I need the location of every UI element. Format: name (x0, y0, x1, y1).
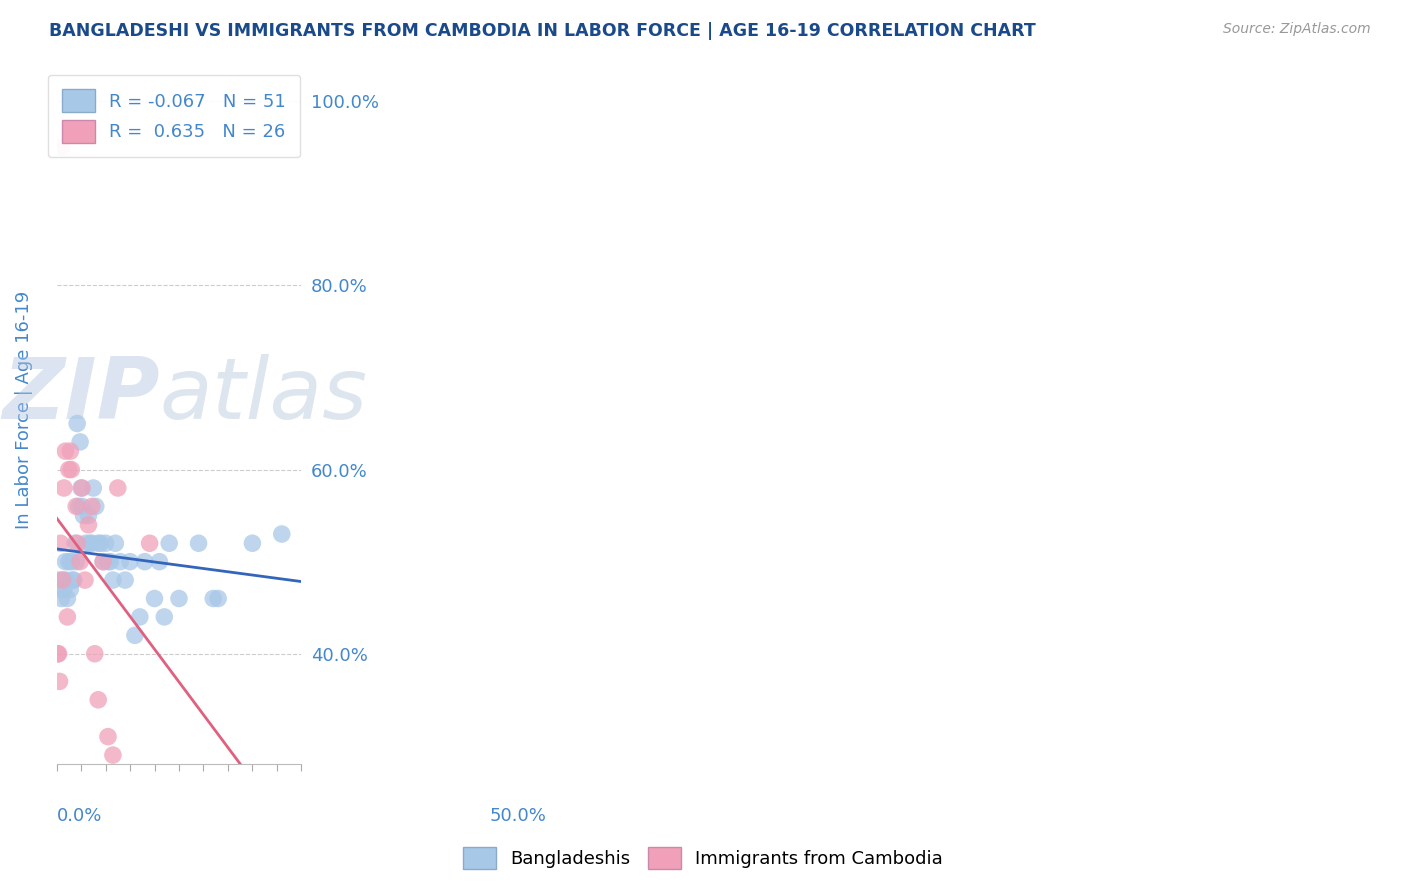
Point (49, 536, 72, 550)
Point (77, 517, 100, 532)
Point (91, 555, 114, 569)
Point (128, 610, 150, 624)
Point (124, 628, 146, 642)
Point (58, 555, 80, 569)
Point (83, 647, 105, 661)
Point (58, 462, 80, 476)
Point (101, 573, 124, 587)
Point (77, 508, 100, 523)
Point (65, 500, 87, 514)
Point (49, 582, 72, 597)
Point (157, 536, 180, 550)
Point (97, 555, 120, 569)
Y-axis label: In Labor Force | Age 16-19: In Labor Force | Age 16-19 (15, 291, 32, 529)
Point (66, 417, 89, 431)
Point (134, 555, 156, 569)
Point (87, 536, 110, 550)
Point (56, 610, 79, 624)
Point (46, 573, 69, 587)
Point (55, 444, 77, 458)
Point (87, 693, 110, 707)
Point (46, 647, 69, 661)
Point (62, 573, 84, 587)
Point (52, 582, 75, 597)
Point (63, 536, 86, 550)
Text: Source: ZipAtlas.com: Source: ZipAtlas.com (1223, 22, 1371, 37)
Point (48, 647, 70, 661)
Point (187, 536, 209, 550)
Point (69, 434, 91, 449)
Point (59, 582, 82, 597)
Text: BANGLADESHI VS IMMIGRANTS FROM CAMBODIA IN LABOR FORCE | AGE 16-19 CORRELATION C: BANGLADESHI VS IMMIGRANTS FROM CAMBODIA … (49, 22, 1036, 40)
Point (84, 500, 107, 514)
Point (59, 444, 82, 458)
Point (167, 591, 190, 606)
Point (70, 500, 93, 514)
Point (97, 730, 120, 744)
Text: ZIP: ZIP (1, 354, 159, 437)
Point (80, 536, 103, 550)
Point (51, 573, 73, 587)
Point (110, 555, 132, 569)
Point (67, 500, 90, 514)
Point (90, 536, 112, 550)
Point (60, 462, 83, 476)
Point (148, 555, 170, 569)
Point (52, 481, 75, 495)
Point (82, 481, 104, 495)
Point (207, 591, 229, 606)
Point (270, 527, 292, 541)
Text: 50.0%: 50.0% (489, 807, 546, 825)
Point (94, 536, 117, 550)
Point (66, 536, 89, 550)
Point (51, 140, 73, 154)
Point (75, 536, 97, 550)
Point (79, 536, 101, 550)
Point (114, 573, 136, 587)
Point (101, 747, 124, 762)
Point (70, 481, 93, 495)
Point (73, 573, 96, 587)
Point (242, 536, 264, 550)
Point (69, 555, 91, 569)
Point (138, 536, 160, 550)
Point (48, 674, 70, 689)
Point (80, 500, 103, 514)
Point (72, 508, 94, 523)
Point (60, 555, 83, 569)
Point (100, 555, 122, 569)
Point (118, 555, 141, 569)
Point (104, 536, 127, 550)
Point (70, 481, 93, 495)
Point (55, 555, 77, 569)
Legend: Bangladeshis, Immigrants from Cambodia: Bangladeshis, Immigrants from Cambodia (454, 838, 952, 879)
Point (202, 591, 225, 606)
Point (143, 591, 166, 606)
Point (55, 573, 77, 587)
Point (51, 573, 73, 587)
Text: 0.0%: 0.0% (56, 807, 103, 825)
Point (51, 591, 73, 606)
Point (107, 481, 129, 495)
Point (91, 555, 114, 569)
Point (153, 610, 176, 624)
Legend: R = -0.067   N = 51, R =  0.635   N = 26: R = -0.067 N = 51, R = 0.635 N = 26 (48, 75, 301, 157)
Point (60, 573, 83, 587)
Point (56, 591, 79, 606)
Text: atlas: atlas (159, 354, 367, 437)
Point (65, 555, 87, 569)
